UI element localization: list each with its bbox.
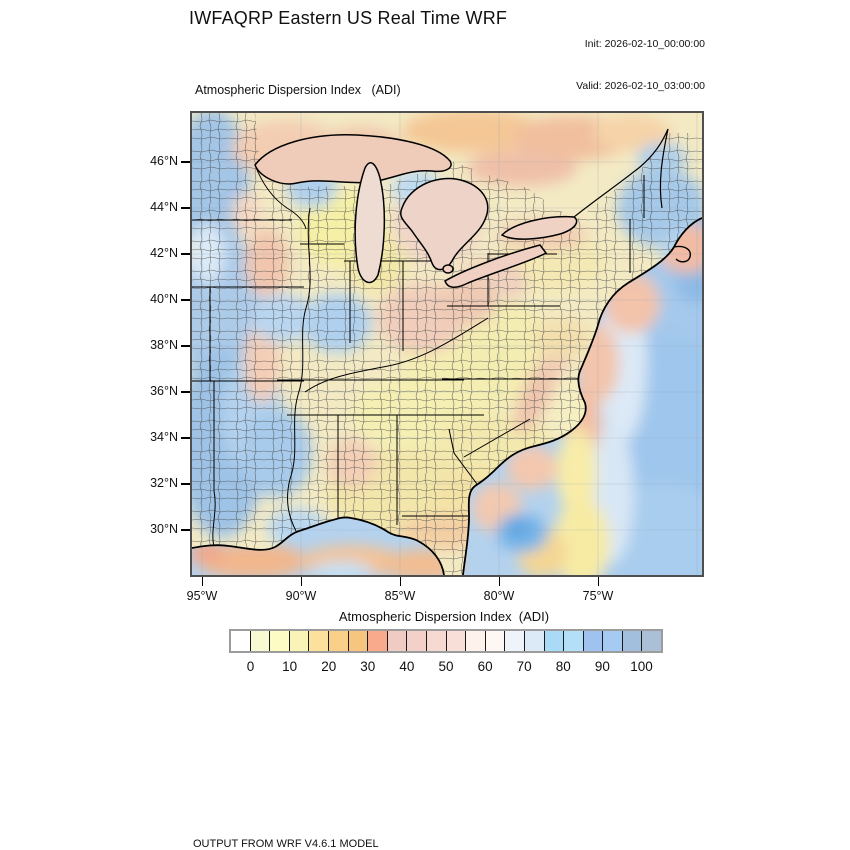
colorbar bbox=[229, 629, 663, 653]
adi-map-illustration bbox=[192, 113, 702, 575]
lat-tick-mark bbox=[181, 437, 191, 439]
lon-tick-label: 95°W bbox=[186, 589, 218, 603]
colorbar-tick-label: 80 bbox=[555, 659, 571, 674]
lon-tick-mark bbox=[301, 577, 303, 586]
colorbar-segment bbox=[309, 631, 329, 651]
map-canvas bbox=[190, 111, 704, 577]
lon-tick-mark bbox=[202, 577, 204, 586]
lake-michigan-shape bbox=[354, 162, 386, 284]
cape-cod-path bbox=[673, 245, 691, 263]
model-info-line1: OUTPUT FROM WRF V4.6.1 MODEL bbox=[193, 838, 379, 850]
lat-tick-mark bbox=[181, 207, 191, 209]
lat-tick-label: 34°N bbox=[150, 430, 178, 444]
lon-tick-label: 85°W bbox=[384, 589, 416, 603]
colorbar-title: Atmospheric Dispersion Index (ADI) bbox=[338, 609, 550, 624]
colorbar-segment bbox=[524, 631, 545, 651]
lat-tick-mark bbox=[181, 391, 191, 393]
map-panel-label: Atmospheric Dispersion Index (ADI) bbox=[195, 83, 401, 97]
lake-superior-shape bbox=[254, 134, 452, 185]
lon-tick-label: 90°W bbox=[285, 589, 317, 603]
lat-tick-mark bbox=[181, 345, 191, 347]
lat-tick-mark bbox=[181, 299, 191, 301]
colorbar-segment bbox=[466, 631, 486, 651]
colorbar-segment bbox=[622, 631, 643, 651]
lon-tick-mark bbox=[499, 577, 501, 586]
page-title: IWFAQRP Eastern US Real Time WRF bbox=[189, 8, 508, 28]
colorbar-segment bbox=[270, 631, 290, 651]
lon-tick-label: 80°W bbox=[483, 589, 515, 603]
great-lakes bbox=[254, 134, 578, 288]
lat-tick-mark bbox=[181, 161, 191, 163]
colorbar-segment bbox=[544, 631, 565, 651]
colorbar-segment bbox=[289, 631, 310, 651]
lat-tick-label: 44°N bbox=[150, 200, 178, 214]
lon-tick-label: 75°W bbox=[582, 589, 614, 603]
lon-tick-mark bbox=[400, 577, 402, 586]
model-info: OUTPUT FROM WRF V4.6.1 MODEL WE = 310 ; … bbox=[193, 808, 626, 850]
colorbar-segment bbox=[603, 631, 623, 651]
lon-tick-mark bbox=[598, 577, 600, 586]
colorbar-segment bbox=[505, 631, 525, 651]
init-time: Init: 2026-02-10_00:00:00 bbox=[584, 38, 705, 50]
colorbar-segment bbox=[328, 631, 349, 651]
colorbar-segment bbox=[583, 631, 604, 651]
lat-tick-label: 32°N bbox=[150, 476, 178, 490]
colorbar-segment bbox=[642, 631, 662, 651]
colorbar-tick-label: 20 bbox=[321, 659, 337, 674]
lat-tick-label: 46°N bbox=[150, 154, 178, 168]
colorbar-segment bbox=[368, 631, 388, 651]
canada-border-lines bbox=[573, 128, 669, 218]
colorbar-tick-label: 60 bbox=[477, 659, 493, 674]
lat-tick-label: 42°N bbox=[150, 246, 178, 260]
colorbar-tick-label: 100 bbox=[630, 659, 653, 674]
run-times: Init: 2026-02-10_00:00:00 Valid: 2026-02… bbox=[576, 9, 705, 121]
colorbar-segment bbox=[446, 631, 467, 651]
lake-st-clair-shape bbox=[442, 264, 454, 274]
lat-tick-mark bbox=[181, 529, 191, 531]
colorbar-segment bbox=[564, 631, 584, 651]
colorbar-segment bbox=[348, 631, 369, 651]
lat-tick-label: 40°N bbox=[150, 292, 178, 306]
colorbar-tick-label: 0 bbox=[246, 659, 255, 674]
colorbar-segment bbox=[387, 631, 408, 651]
colorbar-segment bbox=[426, 631, 447, 651]
colorbar-tick-label: 30 bbox=[360, 659, 376, 674]
colorbar-labels: 0 10 20 30 40 50 60 70 80 90 100 bbox=[0, 659, 850, 675]
colorbar-tick-label: 10 bbox=[282, 659, 298, 674]
lat-tick-label: 38°N bbox=[150, 338, 178, 352]
lake-erie-shape bbox=[444, 244, 548, 288]
valid-time: Valid: 2026-02-10_03:00:00 bbox=[576, 80, 705, 92]
coastline bbox=[192, 217, 702, 575]
colorbar-segment bbox=[250, 631, 271, 651]
colorbar-segment bbox=[485, 631, 506, 651]
colorbar-tick-label: 90 bbox=[594, 659, 610, 674]
gulf-coast-path bbox=[192, 516, 445, 575]
lat-tick-mark bbox=[181, 253, 191, 255]
colorbar-tick-label: 50 bbox=[438, 659, 454, 674]
colorbar-segment bbox=[407, 631, 427, 651]
lake-huron-shape bbox=[400, 177, 489, 271]
colorbar-tick-label: 70 bbox=[516, 659, 532, 674]
colorbar-tick-label: 40 bbox=[399, 659, 415, 674]
lat-tick-label: 30°N bbox=[150, 522, 178, 536]
colorbar-segment bbox=[231, 631, 251, 651]
atlantic-coast-path bbox=[462, 217, 702, 575]
lat-tick-mark bbox=[181, 483, 191, 485]
lat-tick-label: 36°N bbox=[150, 384, 178, 398]
lake-ontario-shape bbox=[500, 215, 578, 240]
